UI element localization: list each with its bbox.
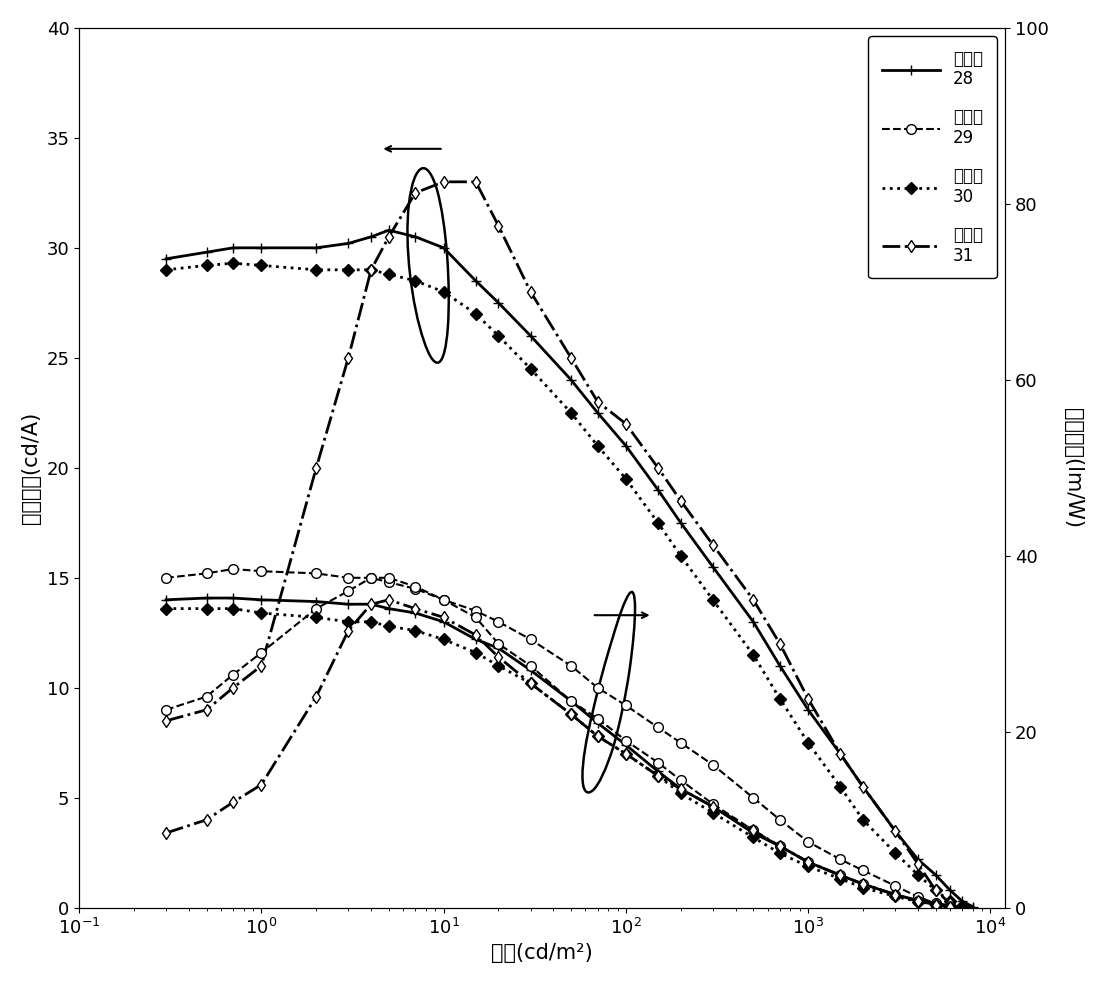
- Y-axis label: 电流效率(cd/A): 电流效率(cd/A): [21, 411, 41, 523]
- X-axis label: 亮度(cd/m²): 亮度(cd/m²): [491, 944, 593, 963]
- Y-axis label: 功率效率(lm/W): 功率效率(lm/W): [1063, 407, 1083, 527]
- Legend: 实施例
28, 实施例
29, 实施例
30, 实施例
31: 实施例 28, 实施例 29, 实施例 30, 实施例 31: [868, 36, 997, 278]
